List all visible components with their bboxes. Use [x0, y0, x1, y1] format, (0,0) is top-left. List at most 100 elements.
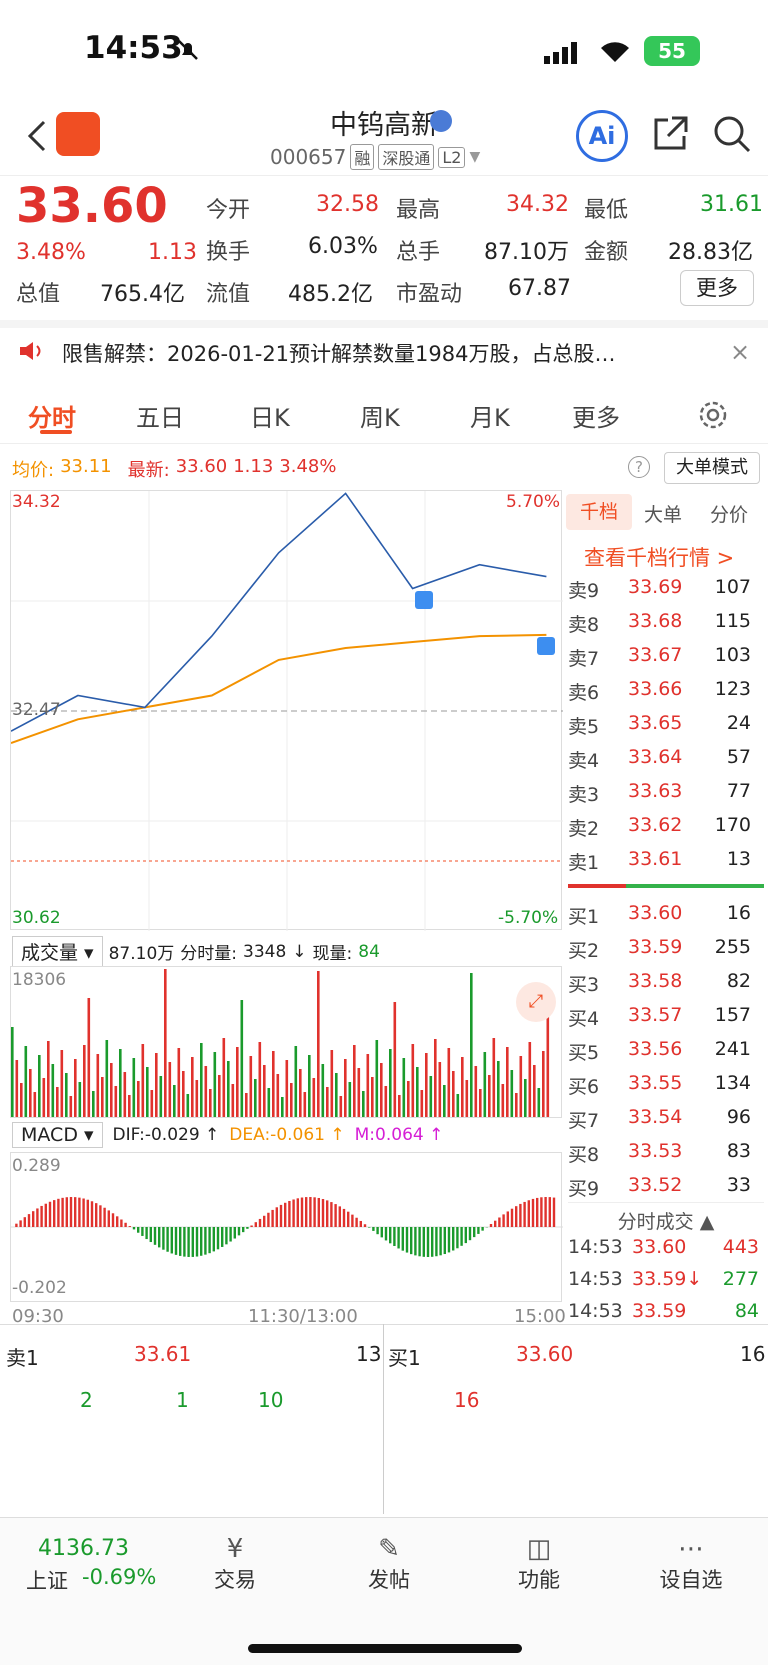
sell-row[interactable]: 卖4 33.64 57 [568, 742, 763, 776]
volume-bar [186, 1094, 190, 1117]
buy-row[interactable]: 买8 33.53 83 [568, 1136, 763, 1170]
share-icon[interactable] [650, 114, 690, 154]
macd-bar [246, 1227, 249, 1229]
change-pct: 3.48% [16, 240, 86, 265]
y-mid-label: 32.47 [12, 700, 61, 720]
sell-row[interactable]: 卖3 33.63 77 [568, 776, 763, 810]
more-button[interactable]: 更多 [680, 270, 754, 306]
tab-daily-k[interactable]: 日K [250, 404, 290, 432]
sell-row[interactable]: 卖7 33.67 103 [568, 640, 763, 674]
volume-bar [258, 1042, 262, 1117]
macd-bar [183, 1227, 186, 1257]
pe-label[interactable]: 市盈动 [396, 282, 463, 307]
sell-row[interactable]: 卖1 33.61 13 [568, 844, 763, 878]
sell-price: 33.62 [628, 814, 683, 836]
status-time: 14:53 [84, 30, 183, 66]
mktcap-label[interactable]: 总值 [16, 282, 61, 307]
volume-bar [164, 969, 167, 1117]
buy-price: 33.54 [628, 1106, 683, 1128]
buy-row[interactable]: 买9 33.52 33 [568, 1170, 763, 1204]
expand-icon[interactable]: ⤢ [516, 982, 556, 1022]
tab-five-day[interactable]: 五日 [136, 404, 184, 432]
buy-row[interactable]: 买1 33.60 16 [568, 898, 763, 932]
macd-bar [258, 1218, 262, 1227]
macd-bar [111, 1213, 115, 1227]
back-icon[interactable] [22, 118, 52, 154]
macd-bar [212, 1227, 215, 1252]
view-order-depth-link[interactable]: 查看千档行情 > [584, 546, 735, 570]
volume-bar [128, 1095, 131, 1117]
nav-trade[interactable]: ¥ 交易 [180, 1534, 290, 1594]
tab-monthly-k[interactable]: 月K [470, 404, 510, 432]
macd-bar [548, 1197, 551, 1227]
trades-header[interactable]: 分时成交 ▲ [568, 1202, 764, 1234]
settings-gear-icon[interactable] [696, 398, 730, 432]
tab-intraday[interactable]: 分时 [28, 404, 76, 432]
volume-selector[interactable]: 成交量 ▾ [12, 936, 103, 967]
macd-selector[interactable]: MACD ▾ [12, 1122, 103, 1148]
buy-row[interactable]: 买3 33.58 82 [568, 966, 763, 1000]
volume-bar [429, 1076, 433, 1117]
macd-bar [510, 1208, 514, 1227]
macd-bar [355, 1217, 358, 1227]
bell-muted-icon [176, 38, 200, 62]
sell-row[interactable]: 卖9 33.69 107 [568, 572, 763, 606]
volume-bar [497, 1061, 500, 1117]
help-icon[interactable]: ? [628, 456, 650, 478]
volume-bar [92, 1091, 95, 1117]
buy-row[interactable]: 买4 33.57 157 [568, 1000, 763, 1034]
volume-bar [281, 1097, 284, 1117]
sell-price: 33.66 [628, 678, 683, 700]
tab-weekly-k[interactable]: 周K [360, 404, 400, 432]
grid-icon: ◫ [526, 1534, 552, 1564]
buy-row[interactable]: 买5 33.56 241 [568, 1034, 763, 1068]
macd-bar [477, 1227, 480, 1234]
buy-row[interactable]: 买6 33.55 134 [568, 1068, 763, 1102]
big-order-mode-button[interactable]: 大单模式 [664, 452, 760, 484]
sell-row[interactable]: 卖2 33.62 170 [568, 810, 763, 844]
macd-bar [519, 1203, 522, 1227]
order-tab-1000[interactable]: 千档 [566, 494, 632, 530]
battery-level: 55 [658, 39, 686, 63]
macd-bar [300, 1197, 304, 1227]
trade-price: 33.59 [632, 1300, 687, 1322]
nav-function[interactable]: ◫ 功能 [484, 1534, 594, 1594]
latest-pct: 3.48% [279, 456, 337, 477]
volume-bar [443, 1085, 446, 1117]
nav-post[interactable]: ✎ 发帖 [334, 1534, 444, 1594]
macd-bar [540, 1197, 543, 1227]
search-icon[interactable] [712, 114, 752, 154]
ai-button[interactable]: Ai [576, 110, 628, 162]
sell-qty: 57 [726, 746, 751, 768]
volume-chart-svg [11, 969, 550, 1117]
macd-chart[interactable] [10, 1152, 563, 1302]
turnover-label[interactable]: 换手 [206, 240, 251, 265]
tab-more[interactable]: 更多 [572, 404, 620, 432]
macd-bar [296, 1198, 299, 1227]
order-tab-price[interactable]: 分价 [710, 504, 749, 526]
volume-chart[interactable] [10, 966, 562, 1118]
volume-bar [105, 1040, 109, 1117]
sell-row[interactable]: 卖6 33.66 123 [568, 674, 763, 708]
buy-label: 买4 [568, 1008, 600, 1030]
volume-bar [393, 1002, 397, 1117]
volume-bar [191, 1057, 194, 1117]
nav-add-watchlist[interactable]: ⋯ 设自选 [636, 1534, 746, 1594]
buy-row[interactable]: 买7 33.54 96 [568, 1102, 763, 1136]
volume-bar [308, 1055, 311, 1117]
battery-icon: 55 [644, 36, 700, 66]
x-end-label: 15:00 [514, 1306, 566, 1327]
index-widget[interactable]: 4136.73 上证 -0.69% [20, 1530, 170, 1600]
sell-row[interactable]: 卖5 33.65 24 [568, 708, 763, 742]
order-tab-big[interactable]: 大单 [644, 504, 683, 526]
sell-row[interactable]: 卖8 33.68 115 [568, 606, 763, 640]
dropdown-icon[interactable]: ▼ [469, 149, 481, 165]
macd-bar [242, 1227, 245, 1233]
more-dots-icon: ⋯ [678, 1534, 704, 1564]
close-icon[interactable]: × [730, 338, 751, 366]
price-chart[interactable] [10, 490, 563, 931]
volume-bar [537, 1088, 541, 1117]
notice-bar[interactable] [0, 320, 768, 384]
trades-title: 分时成交 [617, 1211, 694, 1233]
buy-row[interactable]: 买2 33.59 255 [568, 932, 763, 966]
